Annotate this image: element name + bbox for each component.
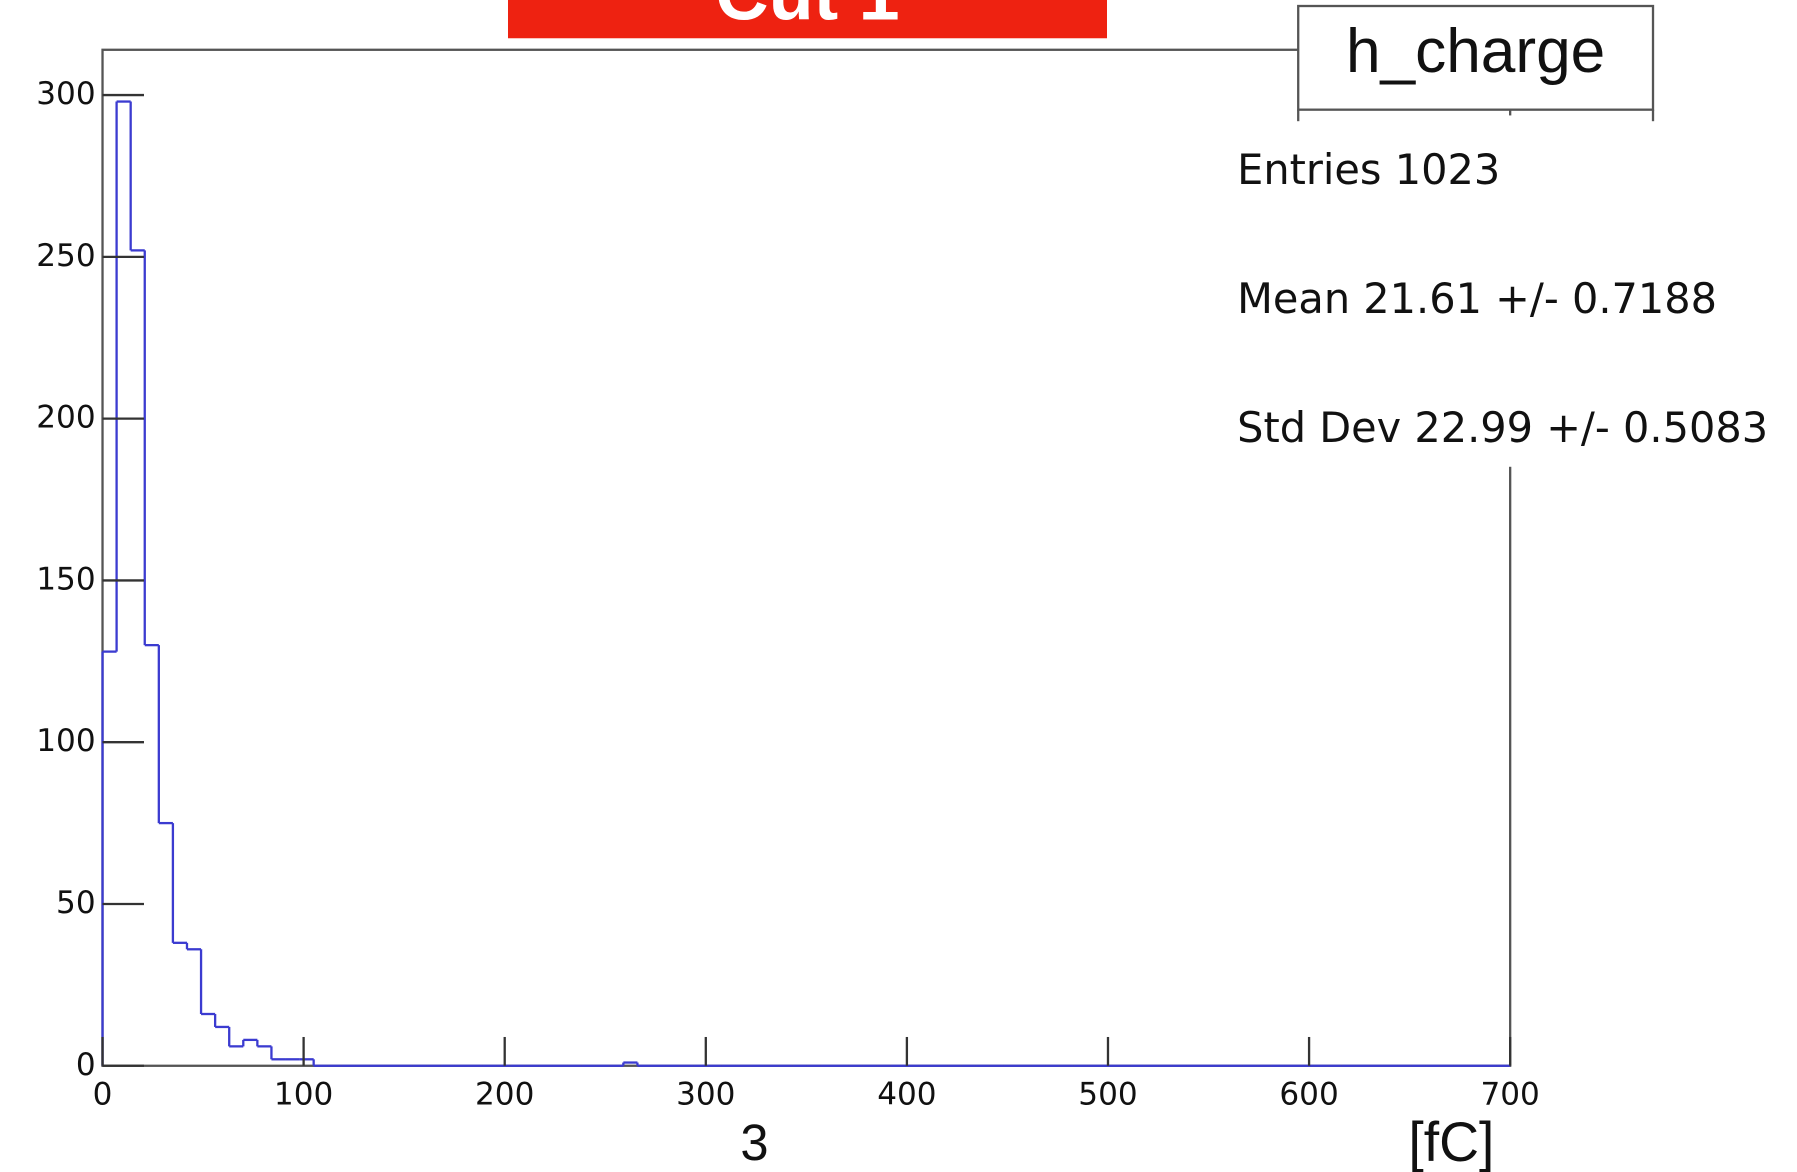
x-tick-label: 700 [1480,1077,1539,1113]
stats-line: Std Dev 22.99 +/- 0.5083 [1237,404,1768,452]
chart-title: Cut 1 [715,0,899,36]
y-tick-label: 250 [36,238,95,274]
y-tick-label: 300 [36,76,95,112]
x-tick-label: 500 [1078,1077,1137,1113]
y-tick-label: 100 [36,723,95,759]
y-tick-label: 50 [56,885,96,921]
y-tick-label: 150 [36,561,95,597]
title-box [507,0,1107,39]
x-tick-label: 300 [676,1077,735,1113]
x-tick-label: 400 [877,1077,936,1113]
x-tick-label: 200 [475,1077,534,1113]
stats-title: h_charge [1346,17,1605,86]
stats-line: Mean 21.61 +/- 0.7188 [1237,275,1717,323]
stats-title-box [1297,4,1655,111]
annotation: 3 [740,1114,768,1171]
x-axis-label: [fC] [1408,1111,1494,1172]
y-tick-label: 0 [76,1047,96,1083]
stats-line: Entries 1023 [1237,146,1500,194]
x-tick-label: 100 [274,1077,333,1113]
stats-cover [1227,115,1797,467]
x-tick-label: 600 [1279,1077,1338,1113]
x-tick-label: 0 [93,1077,113,1113]
y-tick-label: 200 [36,400,95,436]
